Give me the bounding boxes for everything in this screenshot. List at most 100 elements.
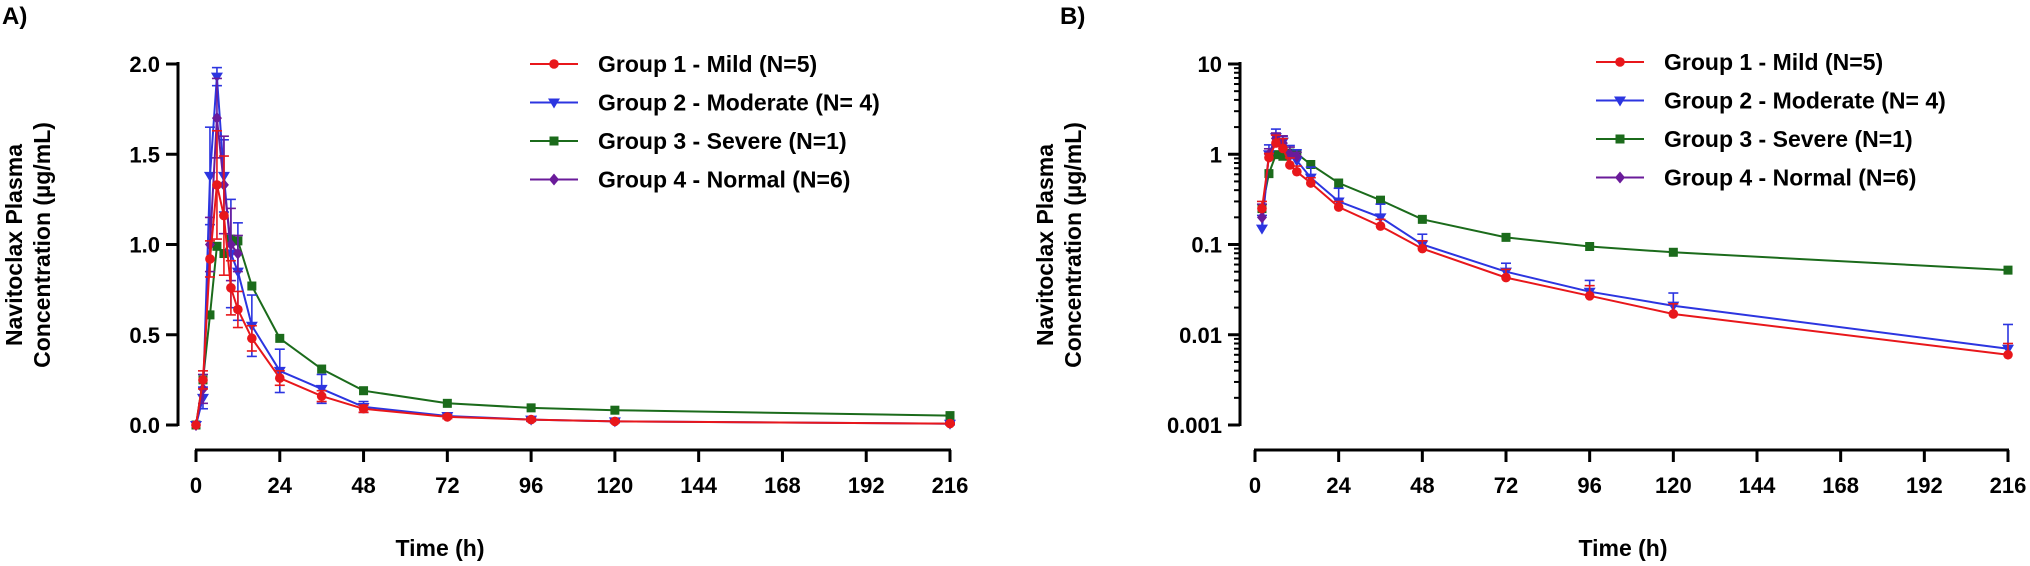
panel-b-label: B) xyxy=(1060,3,1085,30)
series-1 xyxy=(1256,134,2013,360)
data-point xyxy=(1264,169,1274,179)
x-tick-label: 72 xyxy=(435,473,459,498)
x-tick-label: 48 xyxy=(351,473,375,498)
data-point xyxy=(1417,214,1427,224)
x-tick-label: 120 xyxy=(1655,473,1692,498)
series-line xyxy=(195,237,951,426)
y-tick-label: 2.0 xyxy=(129,52,160,77)
data-point xyxy=(1306,159,1316,169)
panel-a-xlabel: Time (h) xyxy=(395,535,484,561)
data-point xyxy=(205,254,215,264)
panel-b: B) Navitoclax Plasma Concentration (µg/m… xyxy=(1032,3,2026,561)
x-tick-label: 216 xyxy=(932,473,969,498)
data-point xyxy=(247,281,257,291)
data-point xyxy=(226,283,236,293)
data-point xyxy=(205,310,215,320)
legend-item-4: Group 4 - Normal (N=6) xyxy=(1596,165,1916,191)
legend-item-3: Group 3 - Severe (N=1) xyxy=(530,128,847,154)
data-point xyxy=(945,418,955,429)
y-tick-label: 1.0 xyxy=(129,233,160,258)
data-point xyxy=(526,414,536,425)
data-point xyxy=(2003,265,2013,275)
legend-item-2: Group 2 - Moderate (N= 4) xyxy=(530,90,880,116)
legend-item-4: Group 4 - Normal (N=6) xyxy=(530,167,850,193)
legend-marker xyxy=(1614,96,1626,107)
data-point xyxy=(442,398,452,408)
y-tick-label: 10 xyxy=(1198,52,1222,77)
panel-a-ylabel-line2: Concentration (µg/mL) xyxy=(29,122,55,368)
data-point xyxy=(1417,243,1428,254)
panel-b-ylabel-line2: Concentration (µg/mL) xyxy=(1060,122,1086,368)
series-3 xyxy=(191,234,955,430)
legend-label: Group 4 - Normal (N=6) xyxy=(598,167,850,193)
data-point xyxy=(212,180,222,190)
y-tick-label: 0.0 xyxy=(129,413,160,438)
data-point xyxy=(1334,178,1344,188)
legend-item-1: Group 1 - Mild (N=5) xyxy=(530,51,817,77)
legend-label: Group 3 - Severe (N=1) xyxy=(1664,126,1913,152)
legend-marker xyxy=(1615,57,1625,67)
y-tick-label: 0.001 xyxy=(1167,413,1222,438)
data-point xyxy=(232,247,243,260)
x-tick-label: 120 xyxy=(597,473,634,498)
data-point xyxy=(275,333,285,343)
data-point xyxy=(1278,151,1288,161)
data-point xyxy=(1271,150,1281,160)
data-point xyxy=(316,391,327,401)
legend-marker xyxy=(1615,171,1625,184)
legend-marker xyxy=(549,59,559,69)
series-3 xyxy=(1257,148,2013,275)
data-point xyxy=(247,333,257,344)
y-tick-label: 1.5 xyxy=(129,142,160,167)
data-point xyxy=(274,373,285,383)
series-2 xyxy=(1255,128,2014,355)
data-point xyxy=(1285,160,1295,170)
panel-a-label: A) xyxy=(2,3,27,30)
x-tick-label: 24 xyxy=(268,473,293,498)
data-point xyxy=(2003,349,2013,360)
data-point xyxy=(317,364,327,374)
data-point xyxy=(212,241,222,251)
data-point xyxy=(225,238,236,251)
data-point xyxy=(211,112,222,125)
x-tick-label: 168 xyxy=(1822,473,1859,498)
data-point xyxy=(1501,232,1511,242)
data-point xyxy=(1292,166,1302,177)
data-point xyxy=(1255,224,1268,235)
data-point xyxy=(1668,309,1679,319)
data-point xyxy=(1668,247,1678,257)
panel-a: A) Navitoclax Plasma Concentration (µg/m… xyxy=(1,3,968,561)
y-tick-label: 0.01 xyxy=(1179,323,1222,348)
x-tick-label: 144 xyxy=(1739,473,1776,498)
data-point xyxy=(1291,150,1302,163)
legend-marker xyxy=(548,98,560,109)
data-point xyxy=(231,267,244,278)
x-tick-label: 0 xyxy=(190,473,202,498)
legend-label: Group 1 - Mild (N=5) xyxy=(1664,49,1883,75)
legend-marker xyxy=(1615,134,1625,144)
x-tick-label: 216 xyxy=(1990,473,2027,498)
x-tick-label: 144 xyxy=(680,473,717,498)
data-point xyxy=(315,384,328,395)
data-point xyxy=(1257,203,1267,214)
legend-marker xyxy=(549,173,559,186)
legend-item-2: Group 2 - Moderate (N= 4) xyxy=(1596,88,1946,114)
data-point xyxy=(1333,202,1344,212)
panel-b-ylabel-line1: Navitoclax Plasma xyxy=(1032,144,1058,346)
x-tick-label: 192 xyxy=(1906,473,1943,498)
data-point xyxy=(359,386,369,396)
data-point xyxy=(219,210,229,221)
data-point xyxy=(1585,242,1595,252)
data-point xyxy=(198,375,208,385)
data-point xyxy=(1375,221,1386,231)
data-point xyxy=(442,412,453,422)
series-1 xyxy=(191,129,955,430)
data-point xyxy=(1264,152,1274,163)
data-point xyxy=(1305,178,1316,188)
data-point xyxy=(610,405,620,415)
legend-label: Group 2 - Moderate (N= 4) xyxy=(1664,88,1946,114)
x-tick-label: 168 xyxy=(764,473,801,498)
panel-b-xlabel: Time (h) xyxy=(1578,535,1667,561)
series-2 xyxy=(190,66,956,431)
